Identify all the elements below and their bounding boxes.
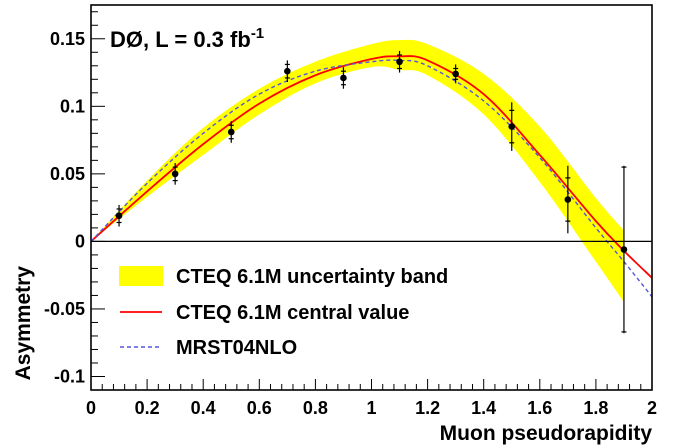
y-axis-title: Asymmetry — [12, 266, 35, 381]
x-tick-label: 0.6 — [247, 398, 272, 418]
data-marker — [508, 123, 516, 130]
legend-item-2: CTEQ 6.1M central value — [120, 302, 409, 324]
legend-item-3: MRST04NLO — [120, 337, 297, 359]
data-marker — [396, 58, 403, 66]
band-layer — [91, 39, 624, 303]
data-point-6 — [396, 50, 403, 73]
legend-label: MRST04NLO — [176, 337, 297, 359]
y-tick-label: 0 — [75, 231, 85, 251]
data-marker — [340, 74, 347, 82]
x-tick-label: 1.2 — [415, 398, 440, 418]
legend: CTEQ 6.1M uncertainty band CTEQ 6.1M cent… — [119, 266, 448, 359]
legend-item-1: CTEQ 6.1M uncertainty band — [119, 266, 448, 288]
data-marker — [564, 196, 572, 203]
x-tick-label: 0.4 — [191, 398, 216, 418]
data-marker — [227, 128, 235, 136]
tick-labels: 0 0.2 0.4 0.6 0.8 1 1.2 1.4 1.6 1.8 2 -0.1 -0.05 0 0.0… — [44, 29, 657, 418]
data-points-layer — [115, 50, 628, 334]
data-point-7 — [452, 64, 459, 84]
data-point-10 — [620, 165, 628, 334]
uncertainty-band — [91, 39, 624, 303]
legend-swatch-band — [119, 266, 163, 286]
x-tick-label: 2 — [647, 398, 657, 418]
data-point-8 — [508, 102, 516, 151]
annotation-main: DØ, L = 0.3 fb — [110, 27, 251, 52]
x-tick-label: 1.6 — [527, 398, 552, 418]
data-marker — [171, 170, 179, 178]
annotation-text: DØ, L = 0.3 fb-1 — [110, 25, 264, 52]
x-tick-label: 1.4 — [471, 398, 496, 418]
data-marker — [620, 246, 628, 253]
mrst-curve — [90, 59, 653, 298]
legend-label: CTEQ 6.1M uncertainty band — [176, 266, 448, 288]
y-tick-label: 0.05 — [50, 164, 85, 184]
x-tick-label: 1 — [366, 398, 376, 418]
x-tick-label: 1.8 — [583, 398, 608, 418]
x-tick-label: 0 — [86, 398, 96, 418]
annotation-superscript: -1 — [251, 25, 264, 42]
x-axis-title: Muon pseudorapidity — [440, 422, 653, 445]
data-marker — [452, 70, 459, 78]
data-marker — [284, 67, 291, 75]
data-point-9 — [564, 165, 572, 234]
data-point-1 — [115, 204, 123, 227]
y-tick-label: -0.1 — [54, 366, 85, 386]
data-point-3 — [227, 121, 235, 143]
x-tick-label: 0.8 — [303, 398, 328, 418]
data-point-4 — [284, 60, 291, 82]
x-tick-label: 0.2 — [135, 398, 160, 418]
y-tick-label: 0.15 — [50, 29, 85, 49]
y-tick-label: -0.05 — [44, 299, 85, 319]
data-point-5 — [340, 67, 347, 89]
y-tick-label: 0.1 — [60, 96, 85, 116]
axis-ticks — [90, 11, 653, 391]
data-marker — [115, 212, 123, 220]
legend-label: CTEQ 6.1M central value — [176, 302, 409, 324]
data-point-2 — [171, 163, 179, 185]
